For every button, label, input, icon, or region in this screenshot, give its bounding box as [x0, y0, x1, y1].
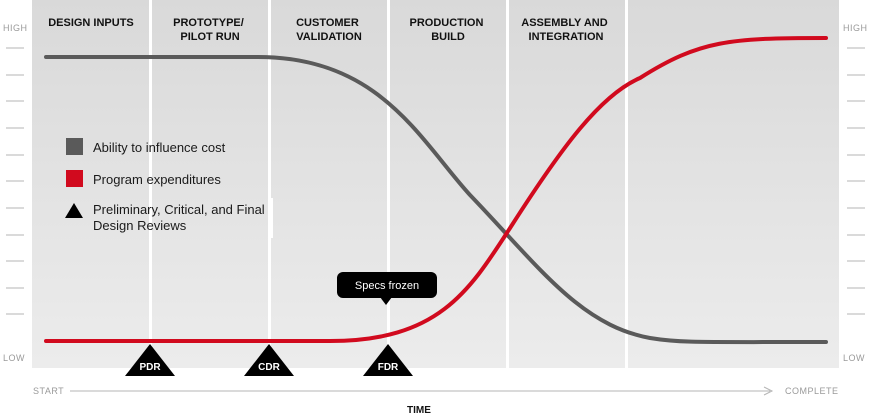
legend-label-ability: Ability to influence cost — [93, 140, 226, 155]
phase-label-production-build: PRODUCTION BUILD — [409, 17, 486, 43]
ability-to-influence-cost-curve — [44, 55, 828, 345]
legend-label-reviews-line1: Preliminary, Critical, and Final — [93, 202, 265, 217]
time-arrow-head-icon — [763, 386, 774, 396]
left-low-label: LOW — [3, 353, 25, 363]
phase-panel-1 — [32, 0, 149, 368]
review-label-fdr: FDR — [378, 362, 399, 373]
legend-label-reviews: Preliminary, Critical, and Final Design … — [93, 202, 268, 233]
phase-label-assembly: ASSEMBLY AND INTEGRATION — [521, 17, 610, 43]
left-high-label: HIGH — [3, 23, 28, 33]
phase-label-assembly-line2: INTEGRATION — [529, 31, 604, 43]
phase-panel-5 — [509, 0, 625, 368]
phase-panel-2 — [152, 0, 268, 368]
phase-label-customer-validation: CUSTOMER VALIDATION — [296, 17, 362, 43]
legend-swatch-ability — [66, 138, 83, 155]
phase-label-design-inputs: DESIGN INPUTS — [48, 17, 134, 29]
review-marker-cdr: CDR — [244, 344, 294, 376]
right-high-label: HIGH — [843, 23, 868, 33]
phase-label-design-inputs-text: DESIGN INPUTS — [48, 17, 134, 29]
phase-label-assembly-line1: ASSEMBLY AND — [521, 17, 607, 29]
phase-label-customer-line2: VALIDATION — [296, 31, 362, 43]
review-label-pdr: PDR — [139, 362, 161, 373]
right-axis-ticks — [847, 47, 865, 315]
phase-label-prototype: PROTOTYPE/ PILOT RUN — [173, 17, 247, 43]
legend: Ability to influence cost Program expend… — [65, 138, 273, 238]
x-axis-title: TIME — [407, 405, 431, 415]
review-marker-pdr: PDR — [125, 344, 175, 376]
legend-review-triangle-icon — [65, 203, 83, 218]
review-label-cdr: CDR — [258, 362, 280, 373]
phase-panel-6 — [628, 0, 839, 368]
review-marker-fdr: FDR — [363, 344, 413, 376]
phase-label-prototype-line1: PROTOTYPE/ — [173, 17, 244, 29]
specs-frozen-callout: Specs frozen — [337, 272, 437, 305]
phase-label-production-line1: PRODUCTION — [409, 17, 483, 29]
legend-swatch-expenditures — [66, 170, 83, 187]
specs-frozen-label: Specs frozen — [355, 280, 419, 292]
right-low-label: LOW — [843, 353, 865, 363]
x-axis-end-label: COMPLETE — [785, 386, 839, 396]
phase-label-prototype-line2: PILOT RUN — [180, 31, 239, 43]
phase-panel-4 — [390, 0, 506, 368]
program-expenditures-curve — [44, 36, 828, 343]
legend-label-expenditures: Program expenditures — [93, 172, 221, 187]
left-axis-ticks — [6, 47, 24, 315]
phase-panel-3 — [271, 0, 387, 368]
phase-label-customer-line1: CUSTOMER — [296, 17, 359, 29]
legend-label-reviews-line2: Design Reviews — [93, 218, 187, 233]
phase-label-production-line2: BUILD — [431, 31, 465, 43]
legend-clip-mask — [271, 198, 273, 238]
x-axis-start-label: START — [33, 386, 64, 396]
